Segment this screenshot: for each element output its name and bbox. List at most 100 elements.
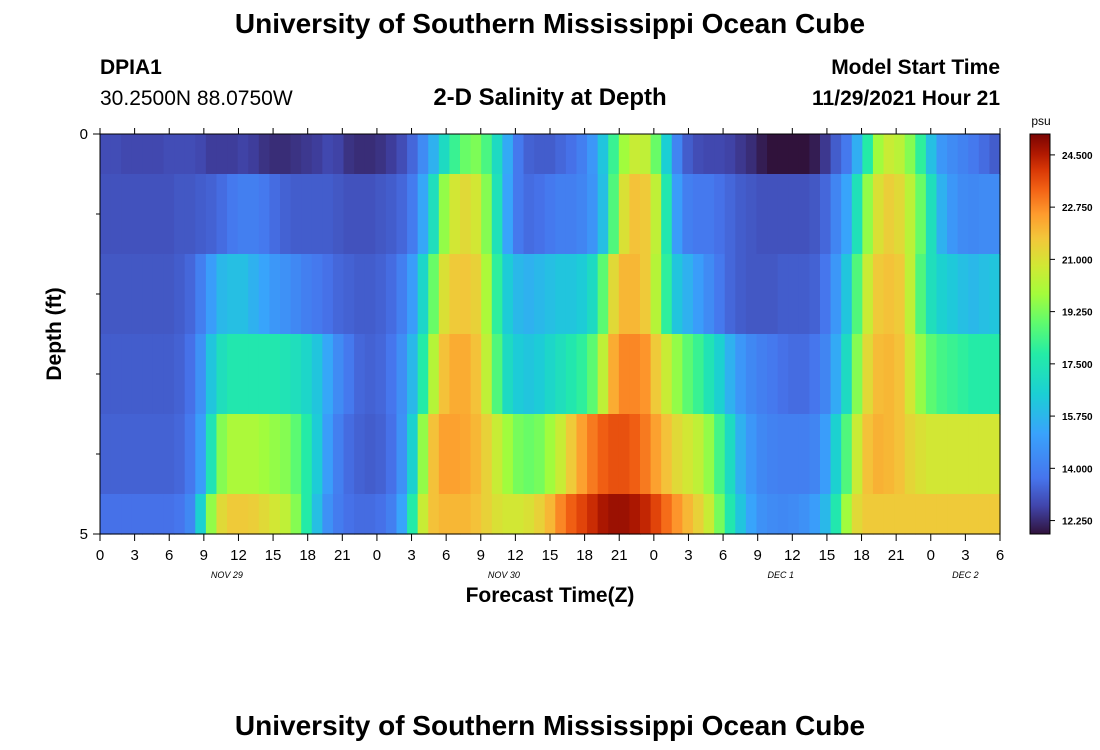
heatmap-cell (682, 254, 694, 335)
model-start-time: 11/29/2021 Hour 21 (812, 87, 1000, 110)
heatmap-cell (587, 134, 599, 175)
heatmap-cell (396, 334, 408, 415)
heatmap-cell (163, 134, 175, 175)
heatmap-cell (438, 134, 451, 175)
heatmap-cell (682, 414, 694, 495)
heatmap-cell (904, 174, 916, 255)
heatmap-cell (767, 134, 779, 175)
heatmap-cell (417, 254, 429, 335)
heatmap-cell (163, 254, 175, 335)
heatmap-cell (174, 334, 186, 415)
heatmap-cell (640, 414, 652, 495)
heatmap-cell (724, 414, 736, 495)
heatmap-cell (269, 334, 281, 415)
heatmap-cell (692, 334, 705, 415)
heatmap-cell (767, 494, 779, 535)
heatmap-cell (491, 174, 503, 255)
heatmap-cell (311, 174, 323, 255)
heatmap-cell (428, 254, 440, 335)
heatmap-cell (989, 174, 1001, 255)
heatmap-cell (798, 134, 811, 175)
x-tick-label: 0 (927, 547, 935, 564)
heatmap-cell (820, 254, 832, 335)
heatmap-cell (968, 134, 980, 175)
heatmap-cell (703, 414, 715, 495)
heatmap-cell (280, 334, 292, 415)
heatmap-cell (841, 494, 853, 535)
heatmap-cell (332, 494, 345, 535)
heatmap-cell (724, 174, 736, 255)
heatmap-cell (544, 494, 556, 535)
heatmap-cell (131, 334, 143, 415)
heatmap-cell (407, 414, 419, 495)
colorbar-tick-label: 14.000 (1062, 464, 1093, 475)
heatmap-cell (555, 254, 567, 335)
heatmap-cell (735, 334, 747, 415)
heatmap-cell (227, 414, 239, 495)
page-title: University of Southern Mississippi Ocean… (234, 8, 866, 39)
heatmap-cell (851, 174, 863, 255)
heatmap-cell (703, 494, 715, 535)
x-tick-label: 3 (684, 547, 692, 564)
heatmap-cell (714, 134, 726, 175)
y-axis: 05 (80, 126, 100, 543)
heatmap-cell (227, 174, 239, 255)
heatmap-cell (618, 494, 631, 535)
heatmap-cell (788, 494, 800, 535)
heatmap-cell (597, 254, 609, 335)
heatmap-cell (269, 414, 281, 495)
heatmap-cell (671, 174, 683, 255)
heatmap-cell (205, 494, 218, 535)
heatmap-cell (608, 334, 620, 415)
heatmap-cell (491, 494, 503, 535)
date-labels: NOV 29 NOV 30 DEC 1 DEC 2 (211, 570, 979, 580)
heatmap-cell (894, 414, 906, 495)
heatmap-cell (565, 334, 578, 415)
heatmap-cell (502, 334, 514, 415)
heatmap-cell (216, 494, 228, 535)
heatmap-cell (947, 494, 959, 535)
heatmap-cell (957, 334, 969, 415)
heatmap-cell (280, 134, 292, 175)
heatmap-cell (894, 134, 906, 175)
heatmap-cell (883, 134, 895, 175)
heatmap-cell (608, 414, 620, 495)
heatmap-cell (375, 134, 387, 175)
heatmap-cell (714, 174, 726, 255)
heatmap-cell (121, 254, 133, 335)
heatmap-cell (417, 494, 429, 535)
heatmap-cell (925, 174, 938, 255)
heatmap-cell (258, 174, 271, 255)
heatmap-cell (555, 414, 567, 495)
heatmap-cell (618, 414, 631, 495)
heatmap-cell (142, 174, 154, 255)
heatmap-cell (629, 174, 641, 255)
heatmap-cell (343, 494, 355, 535)
heatmap-cell (608, 134, 620, 175)
heatmap-cell (184, 494, 196, 535)
heatmap-cell (110, 254, 122, 335)
heatmap-cell (248, 334, 260, 415)
heatmap-cell (460, 254, 472, 335)
heatmap-cell (703, 134, 715, 175)
x-tick-label: 6 (165, 547, 173, 564)
heatmap-cell (925, 414, 938, 495)
heatmap-cell (936, 334, 948, 415)
heatmap-cell (311, 134, 323, 175)
heatmap-cell (375, 334, 387, 415)
heatmap-cell (661, 414, 673, 495)
heatmap-cell (629, 334, 641, 415)
heatmap-cell (174, 134, 186, 175)
heatmap-cell (587, 174, 599, 255)
heatmap-cell (978, 414, 991, 495)
heatmap-cell (438, 174, 451, 255)
heatmap-cell (788, 134, 800, 175)
heatmap-cell (502, 134, 514, 175)
heatmap-cell (724, 494, 736, 535)
heatmap-cell (820, 334, 832, 415)
heatmap-cell (534, 494, 546, 535)
colorbar-unit: psu (1031, 114, 1050, 128)
heatmap-cell (438, 414, 451, 495)
heatmap-cell (142, 414, 154, 495)
heatmap-cell (311, 494, 323, 535)
